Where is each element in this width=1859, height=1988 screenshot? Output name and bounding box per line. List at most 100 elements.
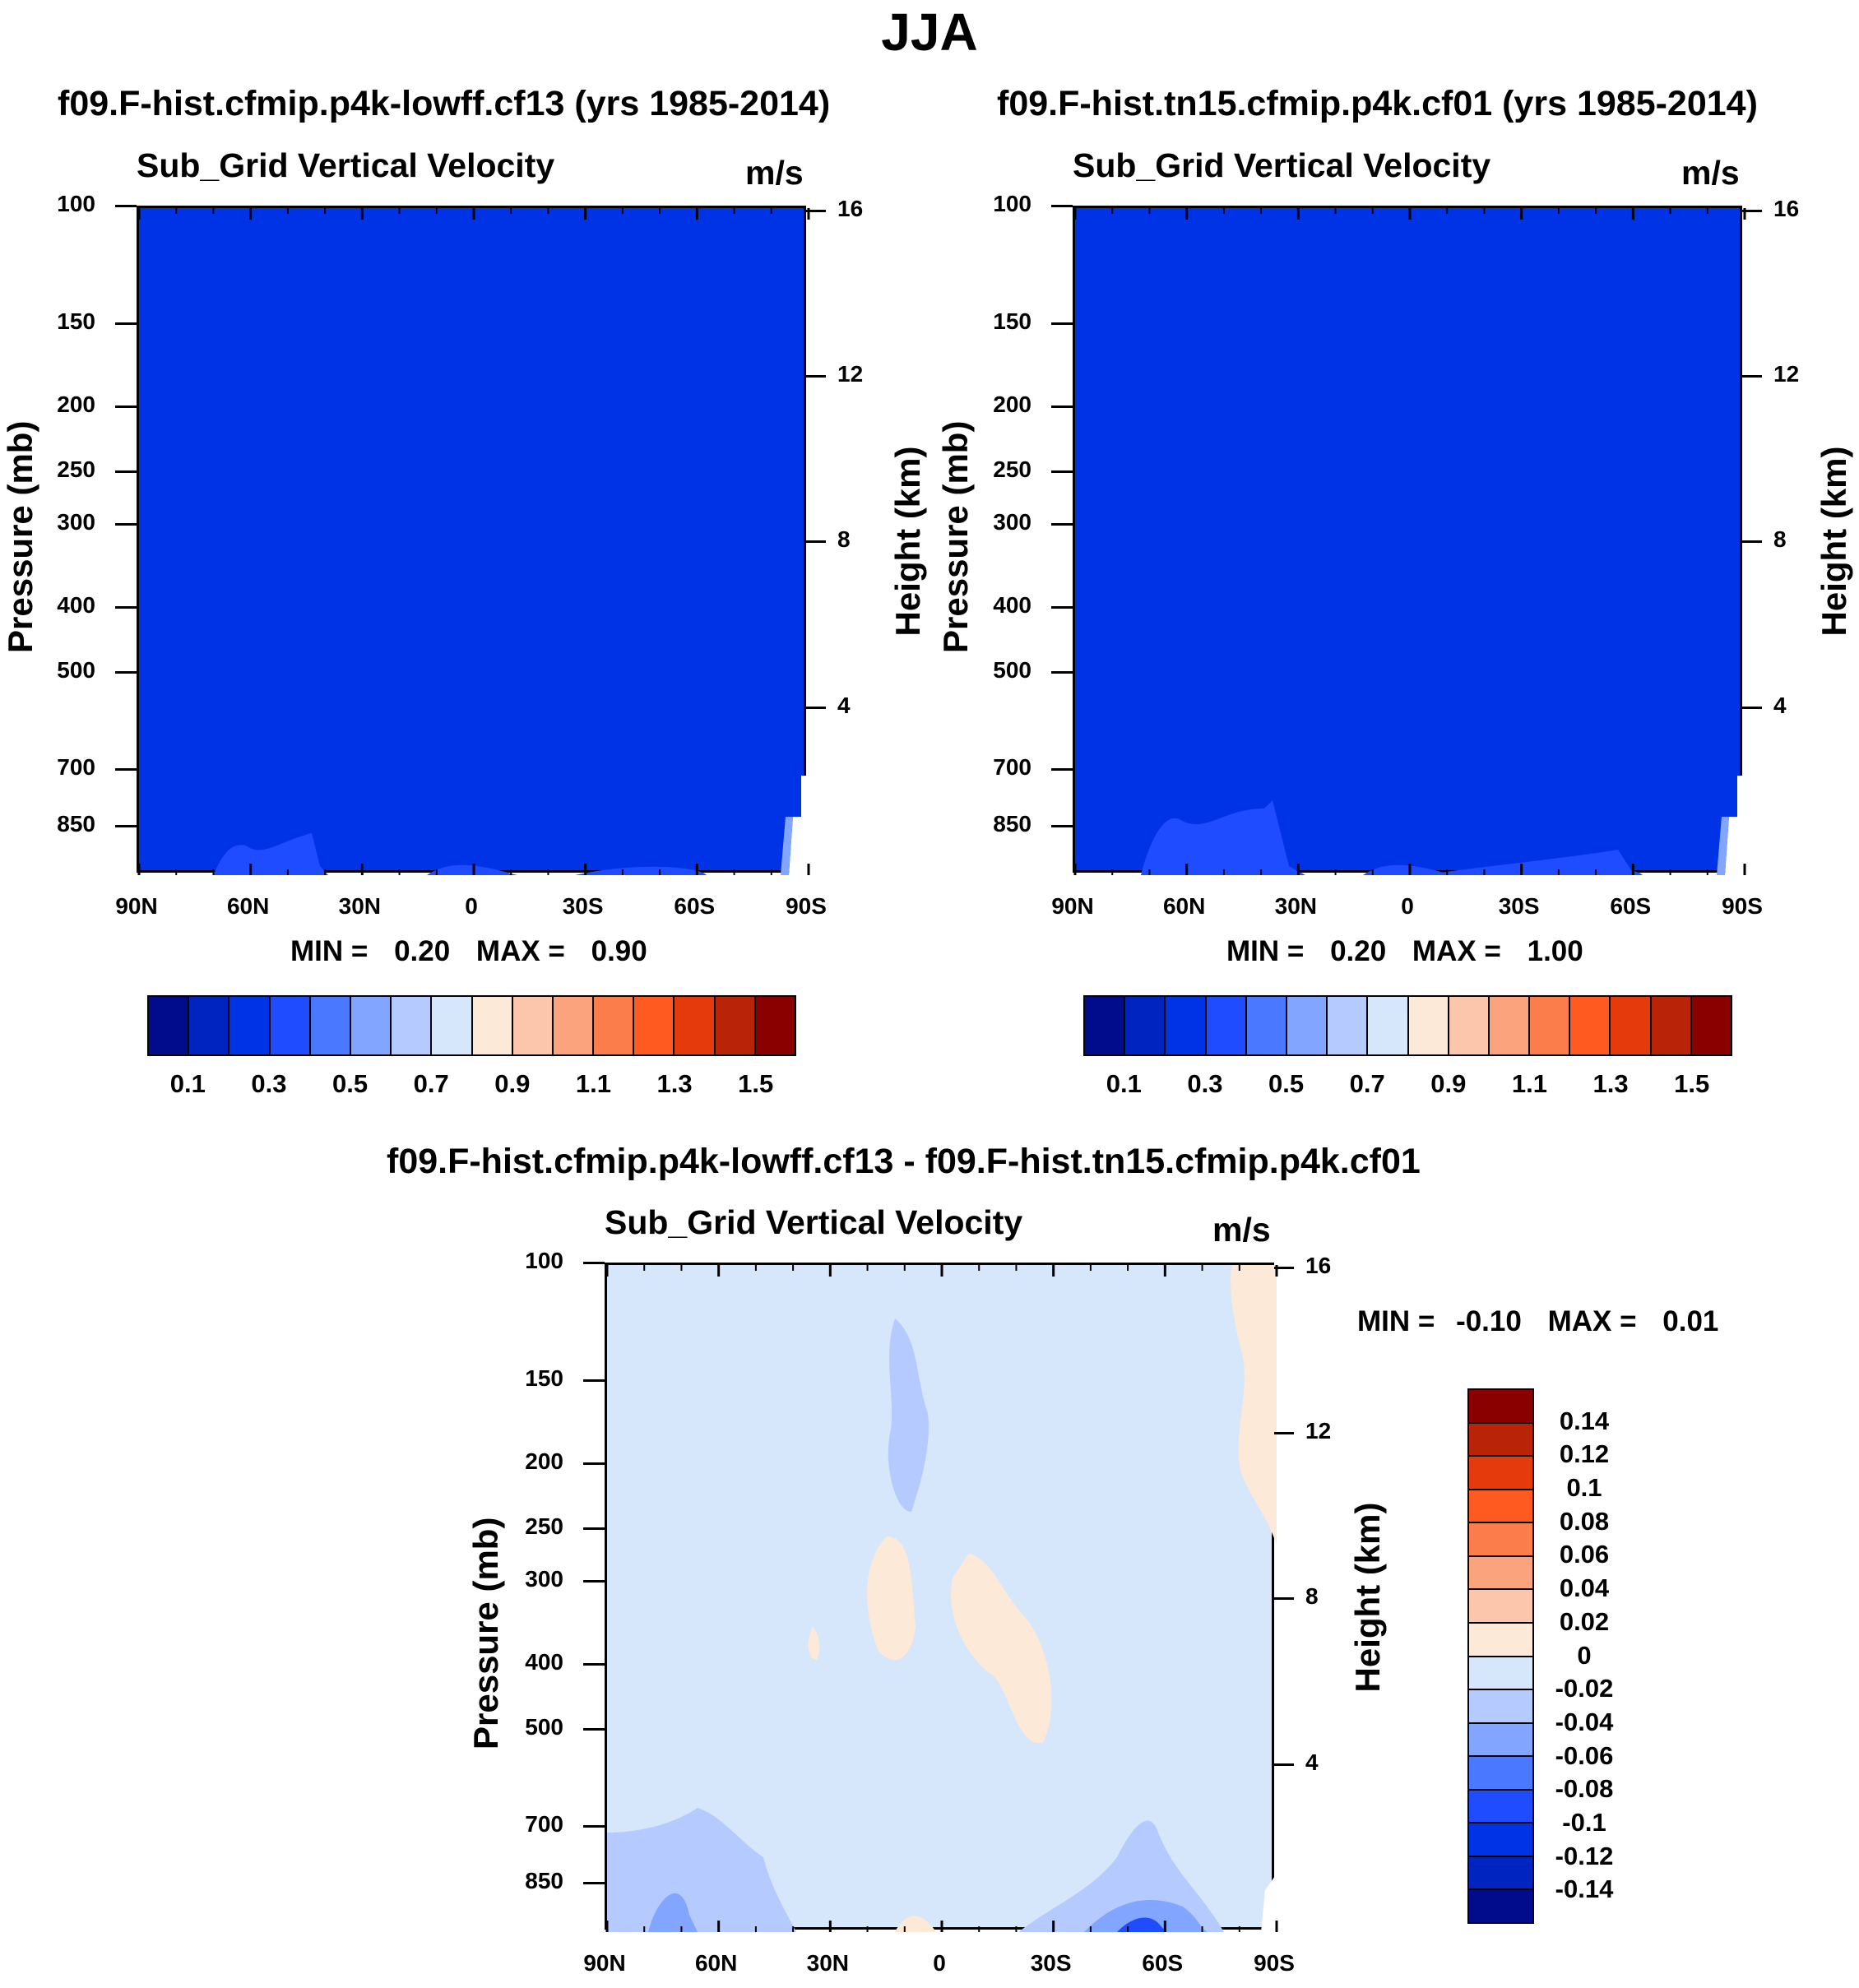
- panel-1-y-right-title: Height (km): [888, 446, 927, 637]
- panel-3-contour-corner-90s: [1261, 1874, 1277, 1932]
- panel-1-y-left-tick: [115, 522, 137, 526]
- panel-3-max-label: MAX =: [1547, 1305, 1637, 1337]
- colorbar-box: [1125, 997, 1166, 1054]
- panel-2-y-left-tick: [1051, 205, 1073, 207]
- colorbar-label: 0.02: [1559, 1606, 1610, 1636]
- panel-2-y-left-tick: [1051, 606, 1073, 609]
- panel-2-y-left-tick: [1051, 470, 1073, 473]
- panel-2-y-left-tick-label: 100: [993, 191, 1031, 216]
- panel-2-y-left-tick-label: 500: [993, 656, 1031, 683]
- colorbar-box: [1449, 997, 1490, 1054]
- colorbar-box: [1408, 997, 1449, 1054]
- panel-1-y-right-tick-label: 12: [837, 361, 864, 387]
- panel-3-y-left-tick: [583, 1527, 605, 1530]
- panel-2-x-tick-label: 90N: [1051, 893, 1094, 919]
- panel-2-contour-low-nh-extended: [1141, 800, 1305, 875]
- panel-1-colorbar: [147, 995, 796, 1056]
- panel-2-x-tick-label: 60N: [1162, 893, 1206, 919]
- colorbar-box: [1469, 1723, 1532, 1758]
- panel-1-y-left-title: Pressure (mb): [1, 420, 39, 653]
- colorbar-label: 0.06: [1559, 1540, 1610, 1569]
- colorbar-label: 0.9: [494, 1069, 531, 1098]
- panel-3-contour-pos-mid-nh: [867, 1536, 916, 1660]
- colorbar-box: [512, 997, 554, 1054]
- panel-2-y-right-tick-label: 12: [1773, 361, 1800, 387]
- colorbar-box: [149, 997, 190, 1054]
- panel-1-y-left-tick: [115, 768, 137, 772]
- panel-3-units: m/s: [1212, 1211, 1271, 1249]
- panel-1-y-left-tick-label: 250: [57, 456, 95, 482]
- panel-3-x-tick-label: 90S: [1254, 1950, 1295, 1976]
- panel-2-min-label: MIN =: [1226, 935, 1305, 967]
- panel-3-y-left-tick: [583, 1579, 605, 1583]
- panel-1-y-left-tick: [115, 670, 137, 674]
- panel-3-y-left-title: Pressure (mb): [466, 1517, 505, 1749]
- panel-1-x-tick-label: 60S: [674, 893, 716, 919]
- colorbar-box: [553, 997, 595, 1054]
- panel-3-y-right-tick-label: 12: [1305, 1418, 1332, 1444]
- colorbar-box: [1469, 1623, 1532, 1657]
- colorbar-label: 0.1: [1566, 1473, 1602, 1503]
- panel-3-contour-neg-low-sh-max: [1117, 1917, 1166, 1932]
- panel-2-y-right-title: Height (km): [1815, 446, 1853, 637]
- panel-3-y-left-tick-label: 150: [525, 1365, 563, 1391]
- panel-3-contour-pos-low-eq: [895, 1916, 936, 1932]
- panel-1-contour-corner-90s: [789, 776, 809, 875]
- panel-3-plot: [605, 1263, 1278, 1932]
- panel-3-contour-neg-low-nh-strong: [648, 1893, 698, 1932]
- panel-1-y-left-tick: [115, 824, 137, 827]
- panel-3-y-left-tick: [583, 1727, 605, 1731]
- panel-3-y-right-tick-label: 16: [1305, 1252, 1332, 1278]
- colorbar-box: [1166, 997, 1207, 1054]
- colorbar-label: -0.06: [1555, 1740, 1614, 1770]
- panel-3-y-left-tick: [583, 1663, 605, 1666]
- panel-1-y-left-tick-label: 200: [57, 392, 95, 418]
- colorbar-label: 0.5: [1268, 1069, 1305, 1098]
- panel-1-y-left-tick-label: 300: [57, 508, 95, 535]
- panel-3-minmax: MIN = -0.10 MAX = 0.01: [1357, 1305, 1718, 1338]
- panel-2-x-tick-label: 90S: [1722, 893, 1763, 919]
- panel-3-contour-pos-mid-sh: [951, 1553, 1052, 1743]
- colorbar-box: [392, 997, 433, 1054]
- colorbar-label: 0.1: [1106, 1069, 1142, 1098]
- colorbar-box: [1206, 997, 1247, 1054]
- panel-2-y-right-tick: [1742, 209, 1762, 212]
- panel-2-x-tick-label: 60S: [1610, 893, 1652, 919]
- colorbar-label: 0.7: [413, 1069, 449, 1098]
- panel-2-y-left-tick: [1051, 768, 1073, 772]
- colorbar-label: -0.02: [1555, 1674, 1614, 1703]
- colorbar-box: [755, 997, 795, 1054]
- colorbar-box: [1469, 1657, 1532, 1691]
- panel-2-min-value: 0.20: [1330, 935, 1387, 967]
- panel-3-x-tick-label: 30N: [806, 1950, 850, 1976]
- panel-1-units: m/s: [745, 154, 804, 192]
- colorbar-box: [1469, 1423, 1532, 1457]
- panel-3-y-left-tick-label: 500: [525, 1713, 563, 1740]
- colorbar-label: -0.14: [1555, 1874, 1614, 1904]
- panel-1-y-right-tick: [806, 375, 826, 378]
- panel-2-y-left-tick-label: 400: [993, 592, 1031, 619]
- panel-2-y-right-tick: [1742, 706, 1762, 709]
- panel-3-y-left-tick: [583, 1262, 605, 1264]
- panel-3-min-value: -0.10: [1456, 1305, 1522, 1337]
- colorbar-box: [1469, 1590, 1532, 1624]
- colorbar-label: 0.5: [332, 1069, 369, 1098]
- colorbar-box: [432, 997, 473, 1054]
- panel-2-y-right-tick-label: 8: [1773, 526, 1787, 553]
- panel-2-title: f09.F-hist.tn15.cfmip.p4k.cf01 (yrs 1985…: [997, 84, 1758, 123]
- panel-3-y-right-tick: [1274, 1597, 1294, 1601]
- colorbar-label: -0.04: [1555, 1707, 1614, 1736]
- panel-1-max-value: 0.90: [591, 935, 647, 967]
- panel-3-y-left-tick-label: 200: [525, 1448, 563, 1475]
- panel-3-y-left-tick: [583, 1881, 605, 1884]
- colorbar-label: -0.12: [1555, 1841, 1614, 1870]
- panel-1-max-label: MAX =: [475, 935, 565, 967]
- panel-3-x-tick-label: 60N: [694, 1950, 738, 1976]
- panel-1-x-tick-label: 90S: [786, 893, 827, 919]
- panel-1-y-right-tick: [806, 209, 826, 212]
- panel-3-y-left-tick-label: 700: [525, 1811, 563, 1837]
- panel-2-y-left-tick-label: 200: [993, 392, 1031, 418]
- colorbar-box: [1469, 1523, 1532, 1557]
- panel-3-plot-svg: [605, 1265, 1278, 1932]
- panel-3-y-right-title: Height (km): [1348, 1502, 1387, 1693]
